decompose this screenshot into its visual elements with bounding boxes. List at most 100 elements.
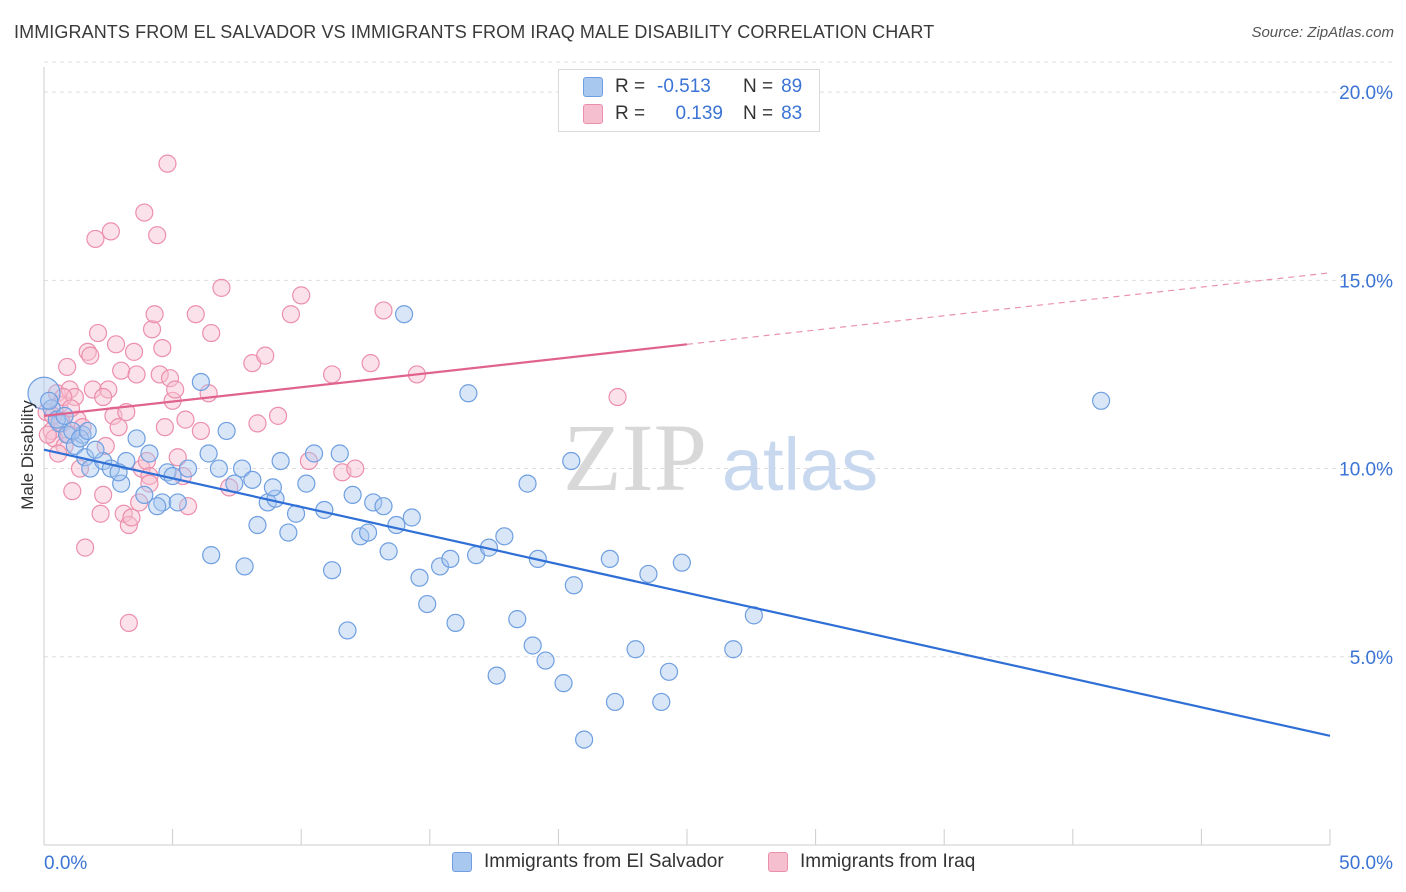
data-point-el-salvador [232,459,252,478]
axes [43,67,1331,846]
data-point-iraq [153,338,172,358]
watermark: ZIP atlas [563,404,878,511]
legend-swatch-iraq [583,104,603,124]
data-point-iraq [94,485,113,505]
data-point-el-salvador [304,444,324,463]
data-point-el-salvador [217,421,236,441]
data-point-el-salvador [402,508,421,527]
data-point-el-salvador [441,549,460,569]
data-point-iraq [256,346,275,365]
x-tick-label: 0.0% [44,853,87,874]
legend-r-label: R = [615,103,646,124]
data-point-iraq [166,380,185,399]
data-point-iraq [150,365,169,384]
data-point-iraq [122,508,141,527]
data-point-iraq [191,421,210,441]
data-point-el-salvador [358,523,378,542]
data-point-el-salvador [135,485,154,505]
data-point-el-salvador [626,640,645,659]
data-point-iraq [176,410,195,429]
data-point-el-salvador [191,372,210,392]
legend-label-el-salvador: Immigrants from El Salvador [484,851,724,872]
data-point-el-salvador [78,421,97,441]
data-point-iraq [91,504,110,523]
data-point-el-salvador [40,391,59,410]
data-point-el-salvador [63,421,82,441]
data-point-el-salvador [575,730,594,749]
data-point-el-salvador [27,376,61,410]
data-point-el-salvador [394,305,414,324]
legend-n-value: 89 [781,76,803,97]
data-point-iraq [142,320,162,339]
x-tick-label: 50.0% [1339,853,1393,874]
data-point-el-salvador [652,692,671,712]
data-point-el-salvador [374,497,393,516]
data-point-el-salvador [70,429,90,448]
data-point-el-salvador [279,523,298,542]
data-point-iraq [322,365,342,384]
data-point-el-salvador [495,527,514,546]
data-point-iraq [76,538,95,557]
data-point-el-salvador [387,515,406,535]
data-point-el-salvador [225,474,244,493]
data-point-el-salvador [297,474,316,493]
legend-swatch-el-salvador [583,77,603,97]
data-point-iraq [160,369,180,388]
watermark-zip: ZIP [563,404,707,511]
data-point-el-salvador [140,444,159,463]
data-point-iraq [127,365,146,384]
legend-label-iraq: Immigrants from Iraq [800,851,976,872]
tick-labels: 5.0% 10.0% 15.0% 20.0% 0.0% 50.0% [44,83,1393,874]
chart-title: IMMIGRANTS FROM EL SALVADOR VS IMMIGRANT… [14,22,935,42]
legend-swatch-iraq [768,852,788,872]
data-point-iraq [88,323,108,343]
data-point-iraq [81,346,100,365]
data-point-iraq [96,436,115,456]
data-point-el-salvador [168,493,187,512]
legend-r-value: -0.513 [657,76,711,97]
data-point-el-salvador [410,568,429,587]
watermark-atlas: atlas [722,423,878,506]
series-legend: Immigrants from El Salvador Immigrants f… [0,851,1406,877]
data-point-el-salvador [430,557,450,576]
data-point-iraq [212,278,231,297]
data-point-iraq [346,459,365,478]
data-point-el-salvador [248,515,267,535]
data-point-iraq [268,406,288,425]
source-label: Source: ZipAtlas.com [1251,24,1394,41]
data-point-iraq [86,229,105,249]
data-point-el-salvador [199,444,218,463]
data-point-el-salvador [564,576,583,595]
trend-line-iraq-extension [686,272,1331,345]
legend-item-el-salvador: Immigrants from El Salvador [452,851,724,873]
data-point-iraq [148,226,167,245]
data-point-el-salvador [487,666,506,685]
data-point-iraq [168,448,187,467]
trend-lines [43,272,1331,737]
data-point-el-salvador [148,497,167,516]
data-point-el-salvador [508,610,527,629]
data-point-el-salvador [343,485,362,505]
data-point-iraq [94,387,113,407]
legend-r-value: 0.139 [675,103,723,124]
data-point-iraq [248,414,267,433]
data-point-el-salvador [263,478,283,497]
data-point-el-salvador [112,474,131,493]
data-point-el-salvador [243,470,262,489]
data-point-iraq [178,497,198,516]
data-point-el-salvador [459,384,478,403]
data-point-el-salvador [322,561,342,580]
data-point-el-salvador [55,406,74,425]
data-point-iraq [145,305,164,324]
data-point-iraq [374,301,393,320]
data-point-iraq [83,380,102,399]
data-point-el-salvador [600,549,619,569]
data-point-el-salvador [209,459,228,478]
data-point-el-salvador [418,594,437,614]
data-point-el-salvador [379,542,398,561]
legend-row-el-salvador: R = -0.513 N = 89 [583,74,802,100]
data-point-iraq [109,418,128,437]
legend-row-iraq: R = 0.139 N = 83 [583,101,802,127]
data-point-el-salvador [562,451,581,471]
